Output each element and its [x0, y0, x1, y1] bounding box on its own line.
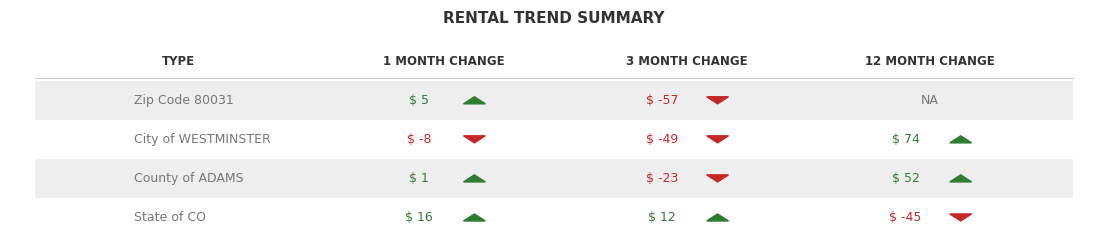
Text: $ 74: $ 74 [892, 133, 920, 146]
Text: 1 MONTH CHANGE: 1 MONTH CHANGE [382, 56, 504, 68]
Polygon shape [950, 136, 972, 143]
Polygon shape [707, 97, 729, 104]
Bar [34, 159, 1074, 198]
Bar [34, 120, 1074, 159]
Polygon shape [463, 136, 485, 143]
Polygon shape [463, 214, 485, 221]
Text: $ -8: $ -8 [407, 133, 431, 146]
Polygon shape [950, 214, 972, 221]
Text: $ 52: $ 52 [892, 172, 920, 185]
Polygon shape [707, 136, 729, 143]
Text: RENTAL TREND SUMMARY: RENTAL TREND SUMMARY [443, 11, 665, 26]
Text: $ 12: $ 12 [648, 211, 676, 224]
Text: Zip Code 80031: Zip Code 80031 [134, 94, 234, 107]
Text: County of ADAMS: County of ADAMS [134, 172, 244, 185]
Polygon shape [707, 175, 729, 182]
Text: 3 MONTH CHANGE: 3 MONTH CHANGE [626, 56, 748, 68]
Text: $ 5: $ 5 [409, 94, 429, 107]
Text: TYPE: TYPE [162, 56, 195, 68]
Text: $ -23: $ -23 [646, 172, 678, 185]
Text: $ -57: $ -57 [646, 94, 678, 107]
Text: State of CO: State of CO [134, 211, 206, 224]
Text: $ -49: $ -49 [646, 133, 678, 146]
Text: $ 16: $ 16 [406, 211, 433, 224]
Polygon shape [950, 175, 972, 182]
Bar [34, 198, 1074, 237]
Text: 12 MONTH CHANGE: 12 MONTH CHANGE [865, 56, 995, 68]
Text: $ 1: $ 1 [409, 172, 429, 185]
Bar [34, 81, 1074, 120]
Text: NA: NA [921, 94, 938, 107]
Text: City of WESTMINSTER: City of WESTMINSTER [134, 133, 270, 146]
Polygon shape [463, 175, 485, 182]
Polygon shape [707, 214, 729, 221]
Text: $ -45: $ -45 [890, 211, 922, 224]
Polygon shape [463, 97, 485, 104]
